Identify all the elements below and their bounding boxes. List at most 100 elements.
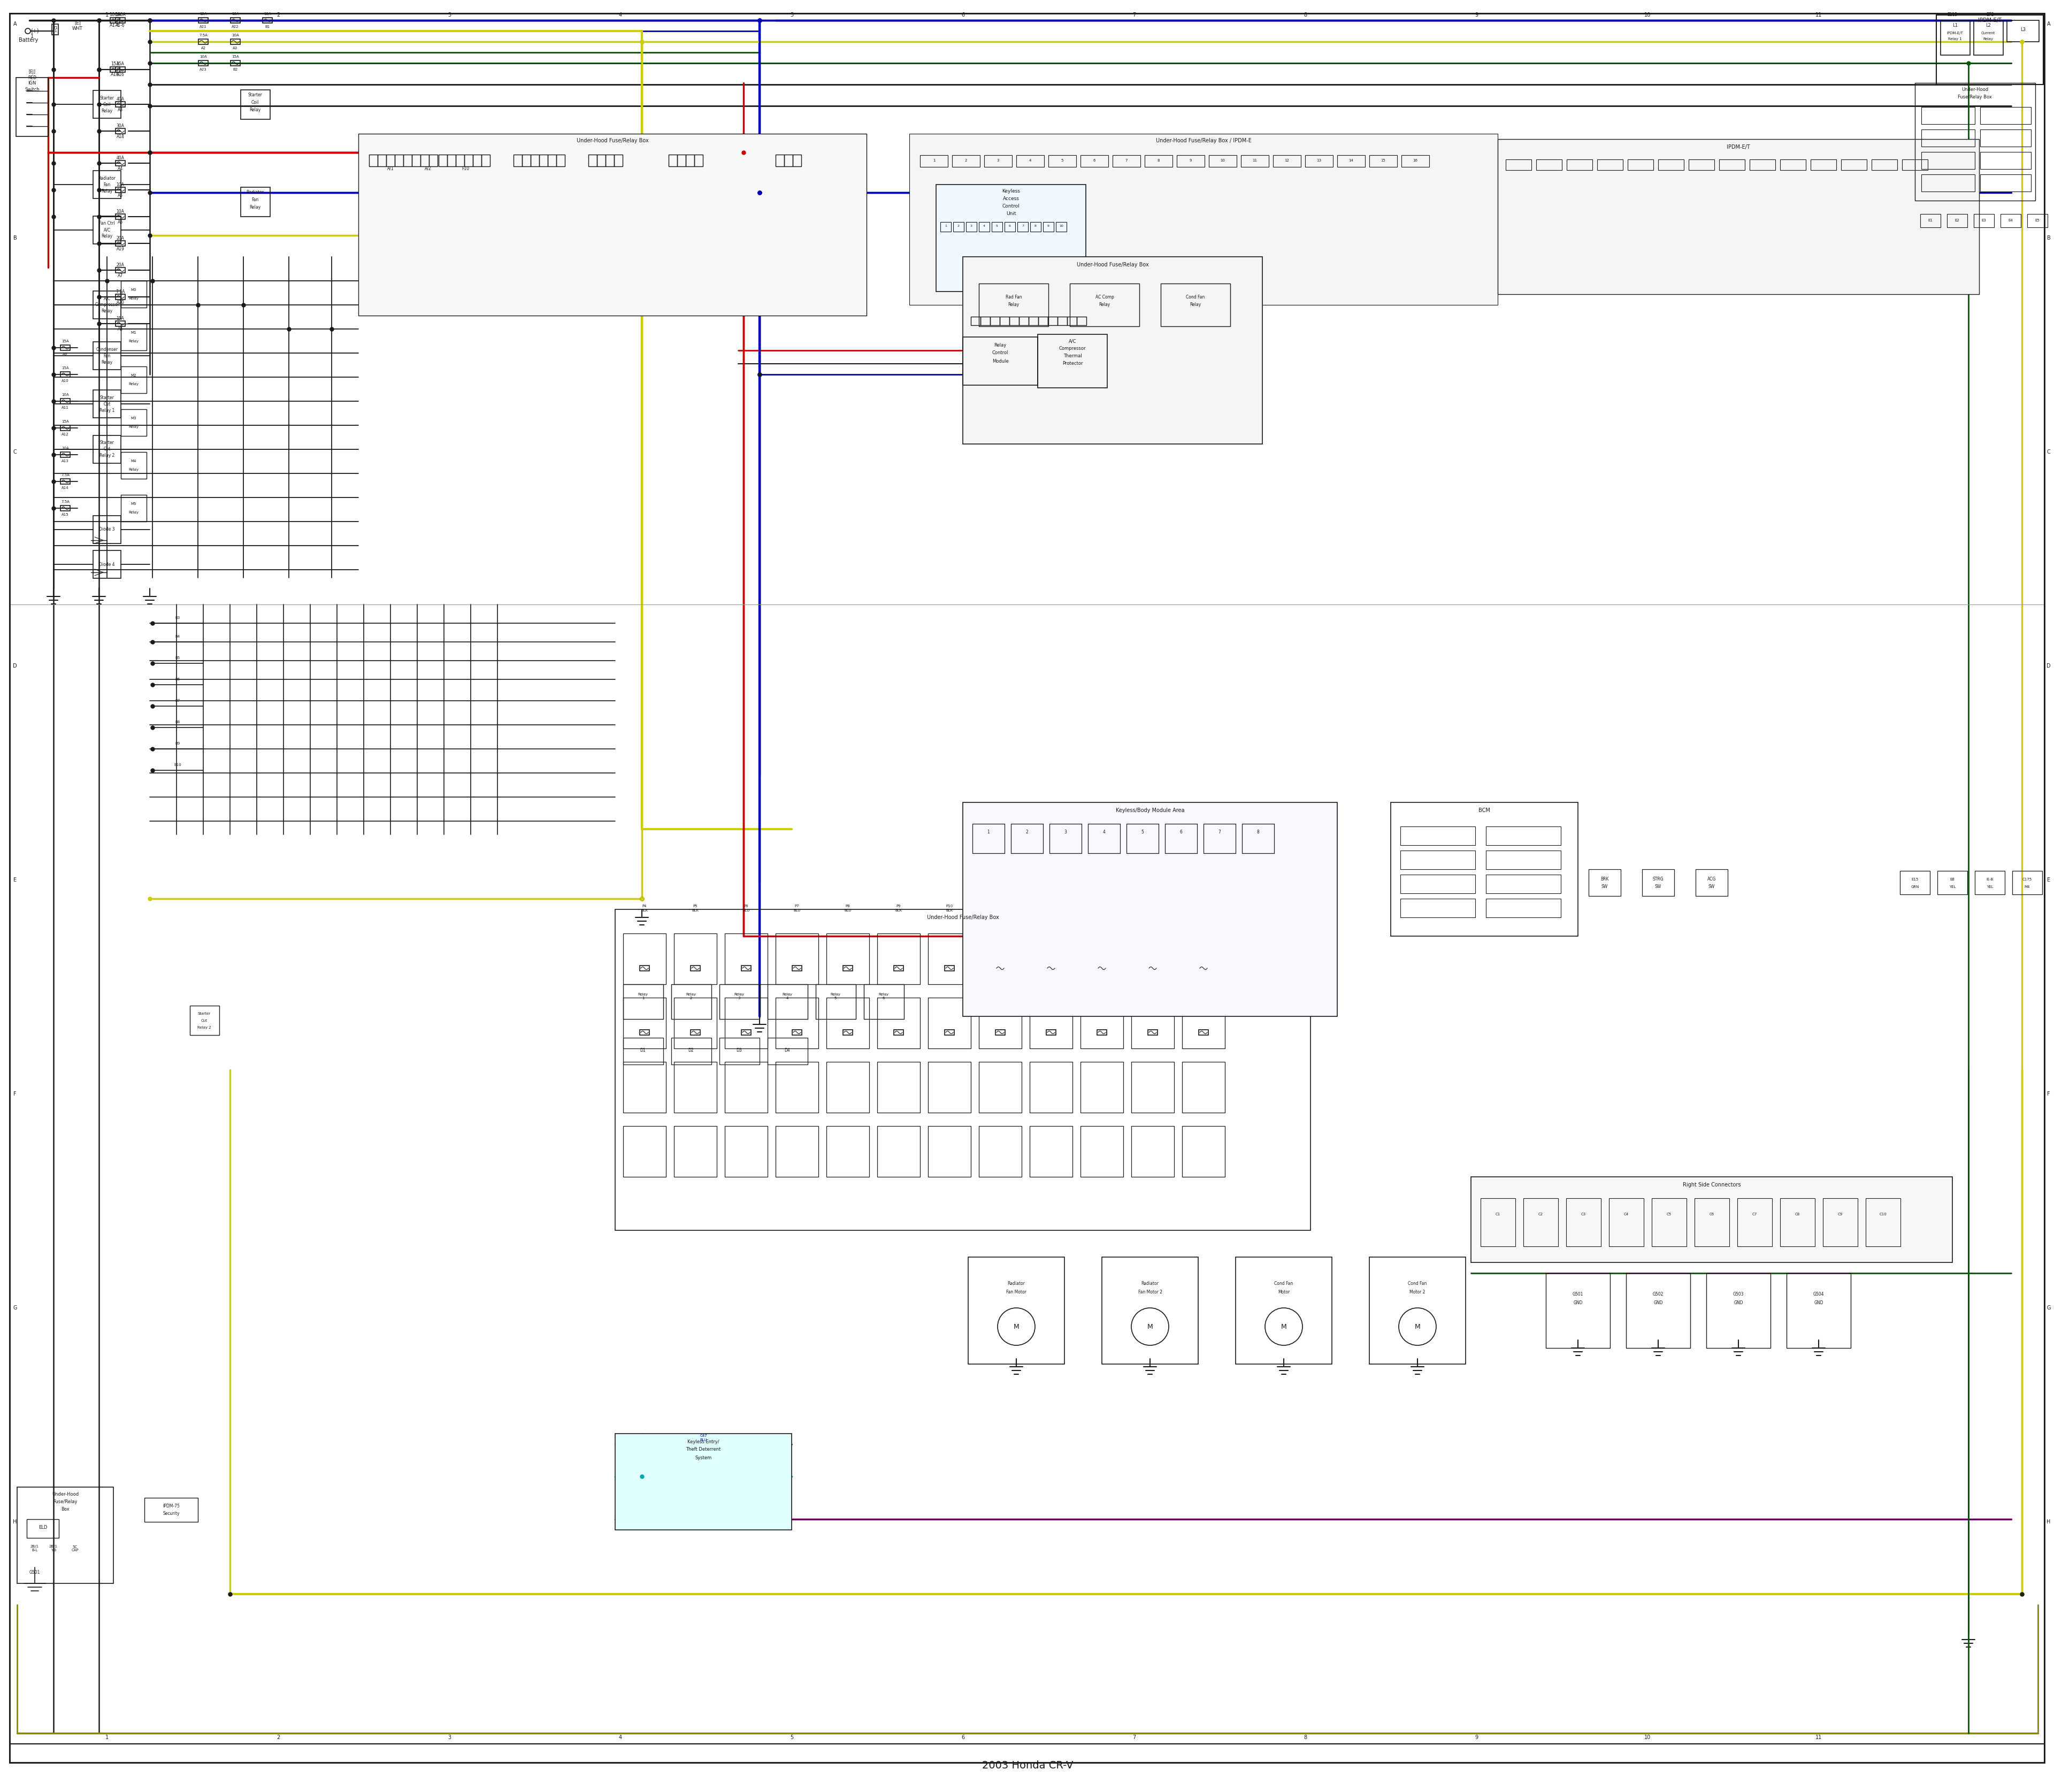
Text: 10A: 10A xyxy=(62,392,70,396)
Bar xyxy=(1481,1199,1516,1247)
Text: C3: C3 xyxy=(1582,1213,1586,1217)
Bar xyxy=(587,154,598,167)
Text: L1: L1 xyxy=(1953,23,1957,29)
Bar xyxy=(1920,174,1974,192)
Bar xyxy=(1565,1199,1600,1247)
Text: 30A: 30A xyxy=(117,124,125,127)
Text: L3: L3 xyxy=(2021,27,2025,32)
Bar xyxy=(1641,869,1674,896)
Text: Relay: Relay xyxy=(249,204,261,210)
Bar xyxy=(1658,159,1684,170)
Bar xyxy=(980,1063,1021,1113)
Bar xyxy=(674,998,717,1048)
Text: Radiator: Radiator xyxy=(1009,1281,1025,1287)
Bar xyxy=(1037,335,1107,387)
Text: [E]
WHT: [E] WHT xyxy=(72,20,82,30)
Bar xyxy=(1627,159,1653,170)
Text: C1: C1 xyxy=(1495,1213,1499,1217)
Bar xyxy=(1029,1063,1072,1113)
Bar xyxy=(199,18,207,23)
Text: 10A: 10A xyxy=(263,13,271,16)
Text: P7
BLU: P7 BLU xyxy=(793,905,801,912)
Bar xyxy=(768,1038,807,1064)
Text: GND: GND xyxy=(1653,1301,1664,1305)
Text: 3: 3 xyxy=(969,226,972,228)
Text: Unit: Unit xyxy=(1006,211,1017,217)
Text: A13: A13 xyxy=(62,459,70,462)
Text: 8: 8 xyxy=(1257,830,1259,835)
Text: E: E xyxy=(2048,878,2050,883)
Text: E5: E5 xyxy=(2036,219,2040,222)
Text: C10: C10 xyxy=(1879,1213,1886,1217)
Bar xyxy=(230,61,240,66)
Text: 1: 1 xyxy=(105,1735,109,1740)
Bar xyxy=(992,222,1002,231)
Text: 8: 8 xyxy=(1304,1735,1306,1740)
Text: Control: Control xyxy=(992,351,1009,355)
Bar xyxy=(403,154,413,167)
Text: C: C xyxy=(12,450,16,455)
Bar xyxy=(263,18,273,23)
Bar xyxy=(622,1063,665,1113)
Bar xyxy=(686,154,694,167)
Text: Keyless Entry/: Keyless Entry/ xyxy=(688,1439,719,1444)
Bar xyxy=(963,337,1037,385)
Bar xyxy=(937,185,1087,292)
Bar xyxy=(557,154,565,167)
Bar xyxy=(1183,934,1224,984)
Bar xyxy=(694,154,702,167)
Bar xyxy=(421,154,429,167)
Bar xyxy=(199,61,207,66)
Text: M1: M1 xyxy=(131,332,136,335)
Bar xyxy=(725,998,768,1048)
Bar xyxy=(1651,1199,1686,1247)
Bar xyxy=(121,366,146,392)
Text: Fuse/Relay Box: Fuse/Relay Box xyxy=(1957,95,1992,100)
Text: Relay
5: Relay 5 xyxy=(830,993,840,1000)
Bar xyxy=(678,154,686,167)
Text: E75: E75 xyxy=(1986,13,1994,18)
Text: A23: A23 xyxy=(199,68,207,72)
Bar xyxy=(1485,874,1561,894)
Text: P4
BLK: P4 BLK xyxy=(641,905,649,912)
Bar xyxy=(893,1030,904,1036)
Bar xyxy=(719,1038,760,1064)
Bar xyxy=(842,1030,852,1036)
Text: 6: 6 xyxy=(1009,226,1011,228)
Text: 10A: 10A xyxy=(232,34,238,38)
Bar xyxy=(1148,1030,1158,1036)
Text: BRK: BRK xyxy=(1600,876,1608,882)
Text: B1: B1 xyxy=(265,25,269,29)
Bar xyxy=(1183,1125,1224,1177)
Bar xyxy=(2001,213,2021,228)
Bar xyxy=(826,1125,869,1177)
Text: Compressor: Compressor xyxy=(1060,346,1087,351)
Bar xyxy=(92,290,121,319)
Text: Starter: Starter xyxy=(197,1012,212,1016)
Bar xyxy=(1695,1199,1729,1247)
Text: Relay: Relay xyxy=(129,425,140,428)
Text: Cond Fan: Cond Fan xyxy=(1409,1281,1428,1287)
Text: IPDM-75: IPDM-75 xyxy=(162,1503,179,1509)
Bar xyxy=(115,294,125,299)
Text: IPDM-E/T: IPDM-E/T xyxy=(1947,32,1964,34)
Text: 16: 16 xyxy=(1413,159,1417,161)
Bar xyxy=(996,1030,1004,1036)
Text: A20: A20 xyxy=(117,299,125,305)
Text: 10A: 10A xyxy=(62,446,70,450)
Text: A/C: A/C xyxy=(103,228,111,233)
Text: 11: 11 xyxy=(1253,159,1257,161)
Bar xyxy=(1009,317,1019,324)
Text: 15A: 15A xyxy=(62,419,70,423)
Bar xyxy=(1132,998,1175,1048)
Bar xyxy=(357,134,867,315)
Text: 1: 1 xyxy=(105,13,109,18)
Text: Relay 2: Relay 2 xyxy=(197,1027,212,1029)
Bar xyxy=(115,66,125,72)
Text: 2B/1
Y-B: 2B/1 Y-B xyxy=(49,1545,58,1552)
Text: Fan: Fan xyxy=(103,353,111,358)
Bar xyxy=(793,1030,801,1036)
Text: Security: Security xyxy=(162,1511,179,1516)
Text: 5: 5 xyxy=(791,13,793,18)
Text: F: F xyxy=(14,1091,16,1097)
